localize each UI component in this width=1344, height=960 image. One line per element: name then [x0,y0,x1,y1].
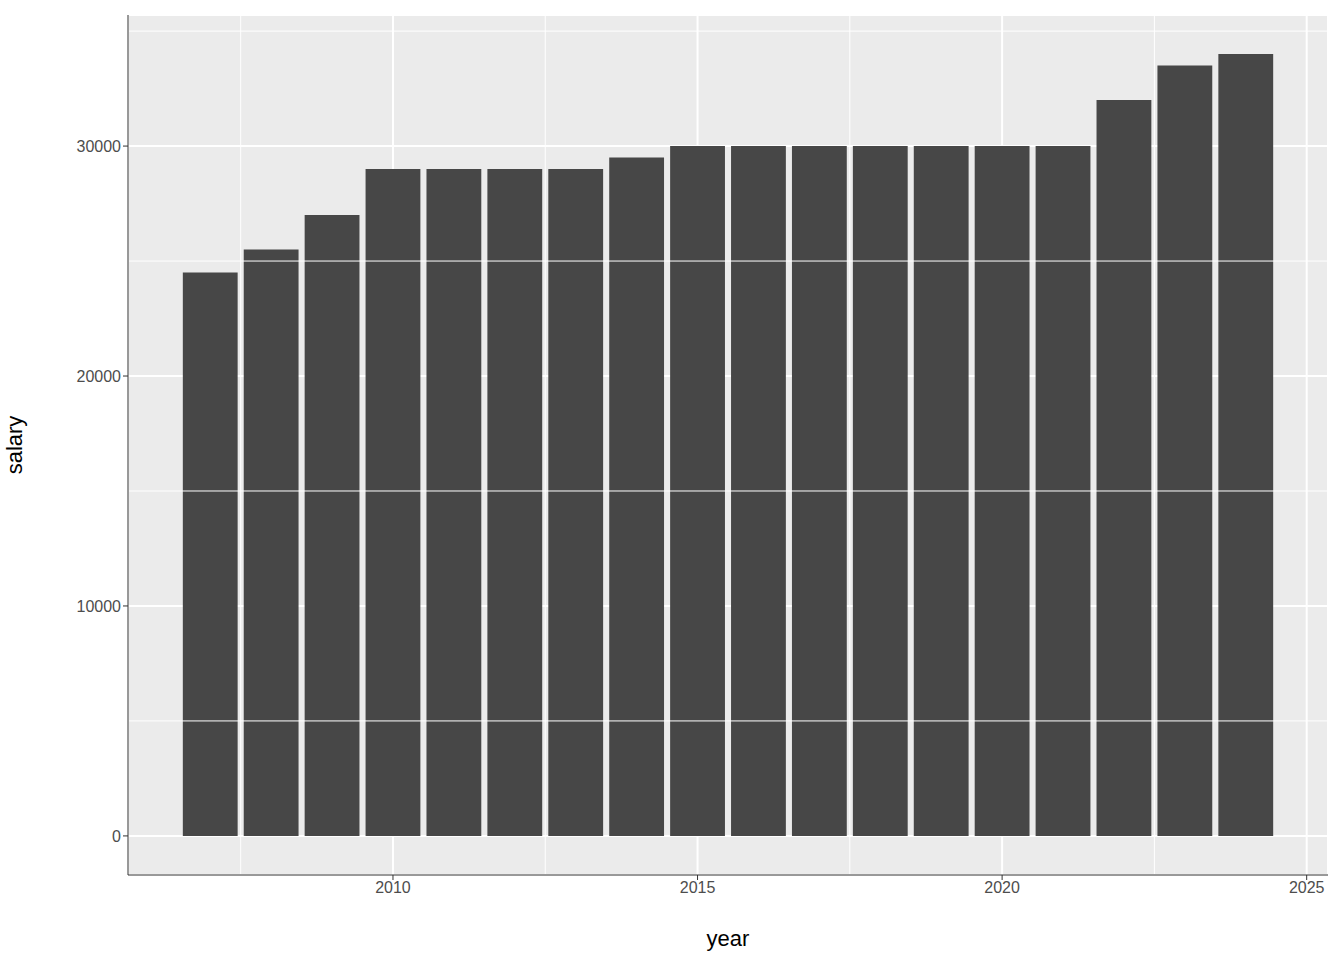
svg-text:10000: 10000 [77,598,122,615]
svg-text:2015: 2015 [680,879,716,896]
svg-text:salary: salary [8,416,27,475]
svg-text:2020: 2020 [984,879,1020,896]
svg-text:20000: 20000 [77,368,122,385]
svg-text:year: year [707,926,750,951]
svg-text:2025: 2025 [1289,879,1325,896]
svg-text:2010: 2010 [375,879,411,896]
svg-text:30000: 30000 [77,138,122,155]
svg-text:0: 0 [112,828,121,845]
